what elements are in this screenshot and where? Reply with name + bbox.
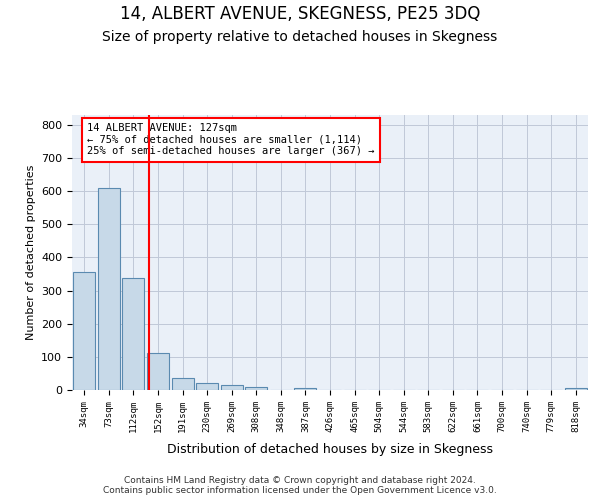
Bar (245, 387, 268, 390)
Bar (73, 272, 95, 390)
Bar (221, 384, 243, 390)
Bar (98, 188, 120, 390)
Bar (122, 278, 145, 390)
Text: Size of property relative to detached houses in Skegness: Size of property relative to detached ho… (103, 30, 497, 44)
Bar (565, 388, 587, 390)
Bar (196, 384, 218, 390)
Text: 14, ALBERT AVENUE, SKEGNESS, PE25 3DQ: 14, ALBERT AVENUE, SKEGNESS, PE25 3DQ (120, 5, 480, 23)
Bar (172, 378, 194, 390)
Text: Distribution of detached houses by size in Skegness: Distribution of detached houses by size … (167, 442, 493, 456)
Bar (295, 388, 316, 390)
Bar (147, 352, 169, 390)
Text: 14 ALBERT AVENUE: 127sqm
← 75% of detached houses are smaller (1,114)
25% of sem: 14 ALBERT AVENUE: 127sqm ← 75% of detach… (88, 123, 375, 156)
Text: Contains HM Land Registry data © Crown copyright and database right 2024.
Contai: Contains HM Land Registry data © Crown c… (103, 476, 497, 495)
Y-axis label: Number of detached properties: Number of detached properties (26, 165, 35, 340)
